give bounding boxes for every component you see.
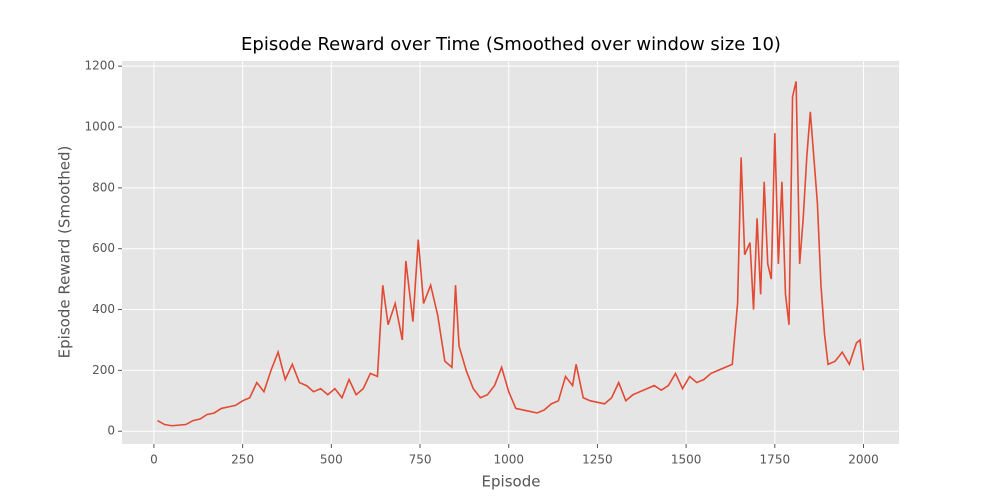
x-tick-label: 1750 (760, 453, 791, 467)
chart-title: Episode Reward over Time (Smoothed over … (241, 34, 781, 55)
y-tick-label: 600 (92, 241, 115, 255)
x-axis-label: Episode (482, 473, 541, 491)
data-line (157, 81, 865, 427)
plot-area (122, 61, 899, 444)
y-tick-label: 800 (92, 180, 115, 194)
y-axis-label: Episode Reward (Smoothed) (56, 146, 74, 359)
y-tick-label: 1200 (84, 59, 115, 73)
y-tick-label: 200 (92, 363, 115, 377)
x-tick-label: 1500 (671, 453, 702, 467)
x-tick-label: 500 (320, 453, 343, 467)
y-tick-label: 400 (92, 302, 115, 316)
y-tick-label: 0 (107, 424, 115, 438)
x-tick-label: 0 (150, 453, 158, 467)
y-tick-label: 1000 (84, 120, 115, 134)
x-tick-label: 750 (409, 453, 432, 467)
x-tick-label: 250 (231, 453, 254, 467)
x-tick-label: 1250 (582, 453, 613, 467)
x-tick-label: 2000 (848, 453, 879, 467)
x-tick-label: 1000 (493, 453, 524, 467)
